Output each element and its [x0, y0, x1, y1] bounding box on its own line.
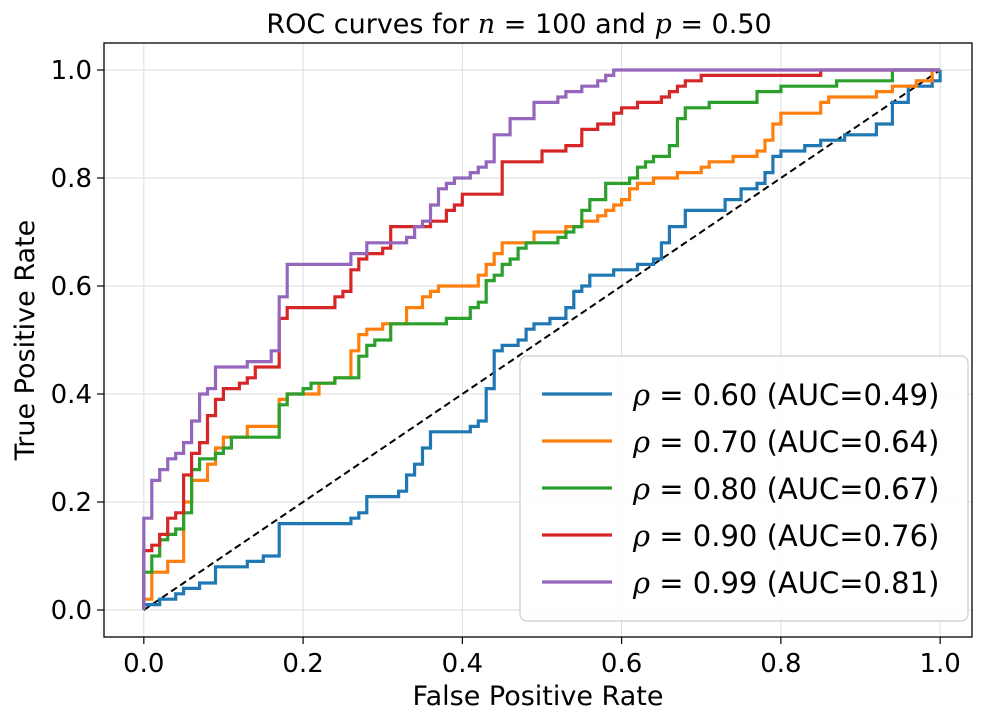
- legend-entry-1: ρ = 0.60 (AUC=0.49): [632, 378, 939, 412]
- legend-label: = 0.90 (AUC=0.76): [650, 519, 939, 553]
- plot-area-frame: [103, 42, 973, 638]
- legend: ρ = 0.60 (AUC=0.49)ρ = 0.70 (AUC=0.64)ρ …: [519, 355, 969, 622]
- x-tick-label: 0.6: [601, 649, 642, 679]
- series-lines: [142, 68, 942, 610]
- chart-title: ROC curves for n = 100 and p = 0.50: [266, 9, 771, 40]
- legend-entry-3: ρ = 0.80 (AUC=0.67): [632, 472, 939, 506]
- series-line-3: [142, 68, 941, 610]
- legend-rho-symbol: ρ: [632, 566, 650, 600]
- y-tick-label: 0.4: [51, 380, 92, 410]
- legend-frame: [519, 355, 969, 622]
- y-axis-label: True Positive Rate: [10, 220, 41, 462]
- legend-label: = 0.60 (AUC=0.49): [650, 378, 939, 412]
- x-tick-label: 1.0: [919, 649, 960, 679]
- x-tick-label: 0.0: [123, 649, 164, 679]
- y-tick-label: 1.0: [51, 56, 92, 86]
- axis-ticks: 0.0 0.2 0.4 0.6 0.8 1.0 0.0 0.2 0.4 0.6 0.8 1.0: [51, 56, 961, 679]
- legend-rho-symbol: ρ: [632, 378, 650, 412]
- legend-rho-symbol: ρ: [632, 425, 650, 459]
- diagonal-reference: [143, 69, 941, 611]
- legend-label: = 0.70 (AUC=0.64): [650, 425, 939, 459]
- diagonal-line: [143, 69, 941, 611]
- legend-label: = 0.80 (AUC=0.67): [650, 472, 939, 506]
- series-line-5: [142, 68, 941, 610]
- legend-rho-symbol: ρ: [632, 472, 650, 506]
- series-line-2: [142, 68, 941, 610]
- legend-entry-5: ρ = 0.99 (AUC=0.81): [632, 566, 939, 600]
- legend-rho-symbol: ρ: [632, 519, 650, 553]
- x-tick-label: 0.4: [442, 649, 483, 679]
- series-line-1: [142, 70, 942, 610]
- x-tick-label: 0.2: [282, 649, 323, 679]
- legend-label: = 0.99 (AUC=0.81): [650, 566, 939, 600]
- y-tick-label: 0.2: [51, 488, 92, 518]
- x-axis-label: False Positive Rate: [413, 681, 664, 712]
- legend-entry-2: ρ = 0.70 (AUC=0.64): [632, 425, 939, 459]
- y-tick-label: 0.6: [51, 272, 92, 302]
- y-tick-label: 0.0: [51, 596, 92, 626]
- y-tick-label: 0.8: [51, 164, 92, 194]
- x-tick-label: 0.8: [760, 649, 801, 679]
- legend-entry-4: ρ = 0.90 (AUC=0.76): [632, 519, 939, 553]
